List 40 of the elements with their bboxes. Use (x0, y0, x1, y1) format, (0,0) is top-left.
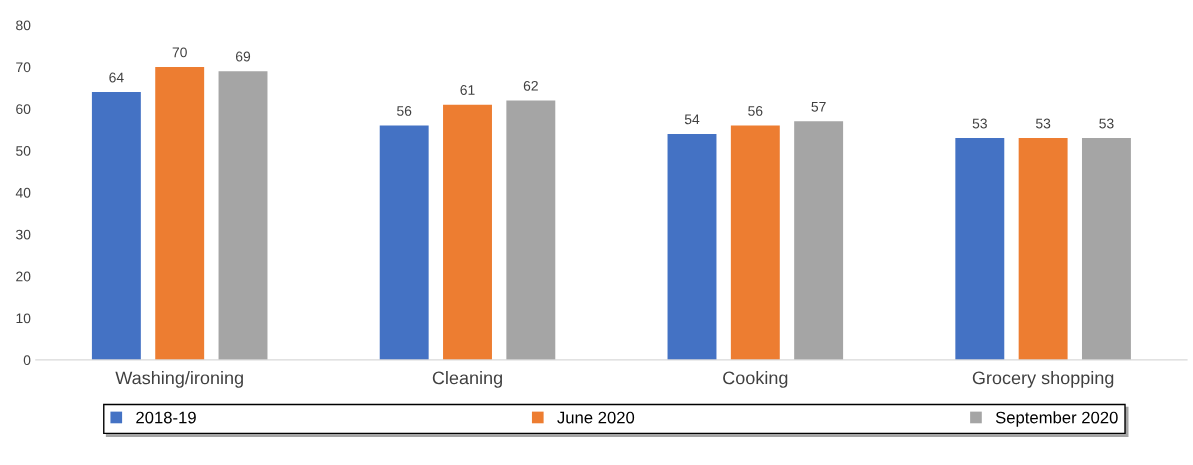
legend-label: September 2020 (995, 411, 1118, 427)
y-tick-label: 40 (15, 187, 31, 198)
bar (1018, 138, 1068, 360)
y-tick-label: 70 (16, 62, 31, 73)
y-tick-label: 20 (16, 271, 31, 282)
y-tick-label: 0 (23, 355, 31, 366)
data-label: 53 (1035, 118, 1051, 129)
bar (91, 92, 141, 360)
bar (443, 104, 492, 360)
y-tick-label: 80 (16, 20, 31, 31)
y-tick-label: 10 (16, 313, 31, 324)
y-tick-label: 60 (16, 104, 31, 114)
data-label: 53 (972, 118, 987, 129)
data-label: 64 (109, 72, 124, 83)
data-label: 69 (236, 51, 251, 62)
x-tick-label: Cooking (723, 371, 788, 388)
data-label: 56 (748, 106, 763, 116)
y-tick-label: 50 (16, 145, 31, 156)
bar (1081, 138, 1131, 360)
bar (794, 121, 844, 360)
x-tick-label: Washing/ironing (115, 371, 243, 388)
bar (955, 138, 1005, 360)
legend-label: June 2020 (557, 411, 635, 424)
bar (730, 125, 780, 360)
bar (667, 133, 717, 360)
legend-label: 2018-19 (136, 411, 196, 424)
data-label: 61 (460, 85, 475, 95)
y-tick-label: 30 (16, 229, 31, 240)
data-label: 62 (523, 80, 538, 91)
data-label: 56 (397, 106, 412, 116)
data-label: 53 (1099, 118, 1114, 129)
data-label: 57 (811, 101, 826, 112)
x-tick-label: Cleaning (432, 371, 502, 388)
data-label: 54 (684, 114, 700, 125)
bar (379, 125, 429, 360)
bar (218, 71, 268, 360)
data-label: 70 (172, 47, 187, 58)
bar (155, 66, 205, 360)
bar (506, 100, 556, 360)
x-tick-label: Grocery shopping (972, 371, 1114, 388)
